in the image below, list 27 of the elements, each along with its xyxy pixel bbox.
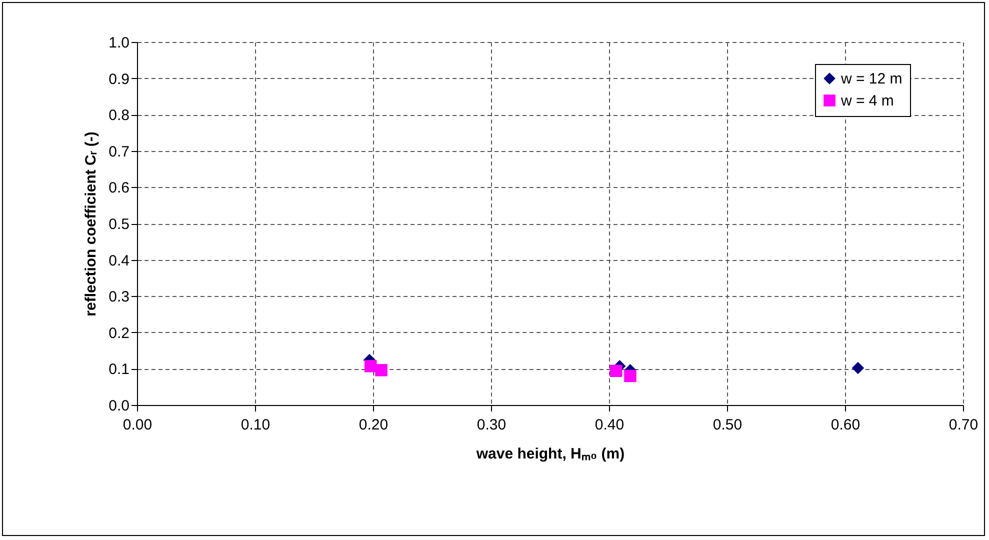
point: [624, 370, 636, 382]
y-tick-label: 1.0: [108, 34, 130, 52]
x-tick-label: 0.40: [594, 416, 624, 434]
x-tick-label: 0.10: [240, 416, 270, 434]
y-tick-label: 0.2: [108, 324, 130, 342]
y-tick-label: 0.7: [108, 143, 130, 160]
point: [610, 364, 622, 377]
x-tick-label: 0.20: [358, 416, 388, 434]
x-tick-label: 0.00: [122, 416, 152, 434]
point: [852, 362, 864, 374]
y-tick-label: 0.3: [108, 288, 130, 306]
y-tick-label: 0.9: [108, 70, 130, 88]
x-tick-label: 0.30: [476, 416, 506, 434]
y-axis-title: reflection coefficient Cᵣ (-): [82, 132, 100, 316]
y-tick-label: 0.5: [108, 216, 130, 233]
x-tick-label: 0.60: [830, 416, 860, 434]
legend-label: w = 12 m: [840, 70, 902, 88]
point: [375, 364, 388, 376]
y-tick-label: 0.4: [108, 252, 130, 270]
x-tick-label: 0.70: [948, 416, 978, 434]
y-tick-label: 0.6: [108, 180, 130, 197]
x-axis-title: wave height, Hₘ₀ (m): [475, 446, 625, 462]
y-tick-label: 0.0: [108, 398, 130, 414]
y-tick-label: 0.8: [108, 107, 130, 124]
legend-label: w = 4 m: [840, 92, 894, 110]
y-tick-label: 0.1: [108, 361, 130, 378]
x-tick-label: 0.50: [712, 416, 742, 434]
